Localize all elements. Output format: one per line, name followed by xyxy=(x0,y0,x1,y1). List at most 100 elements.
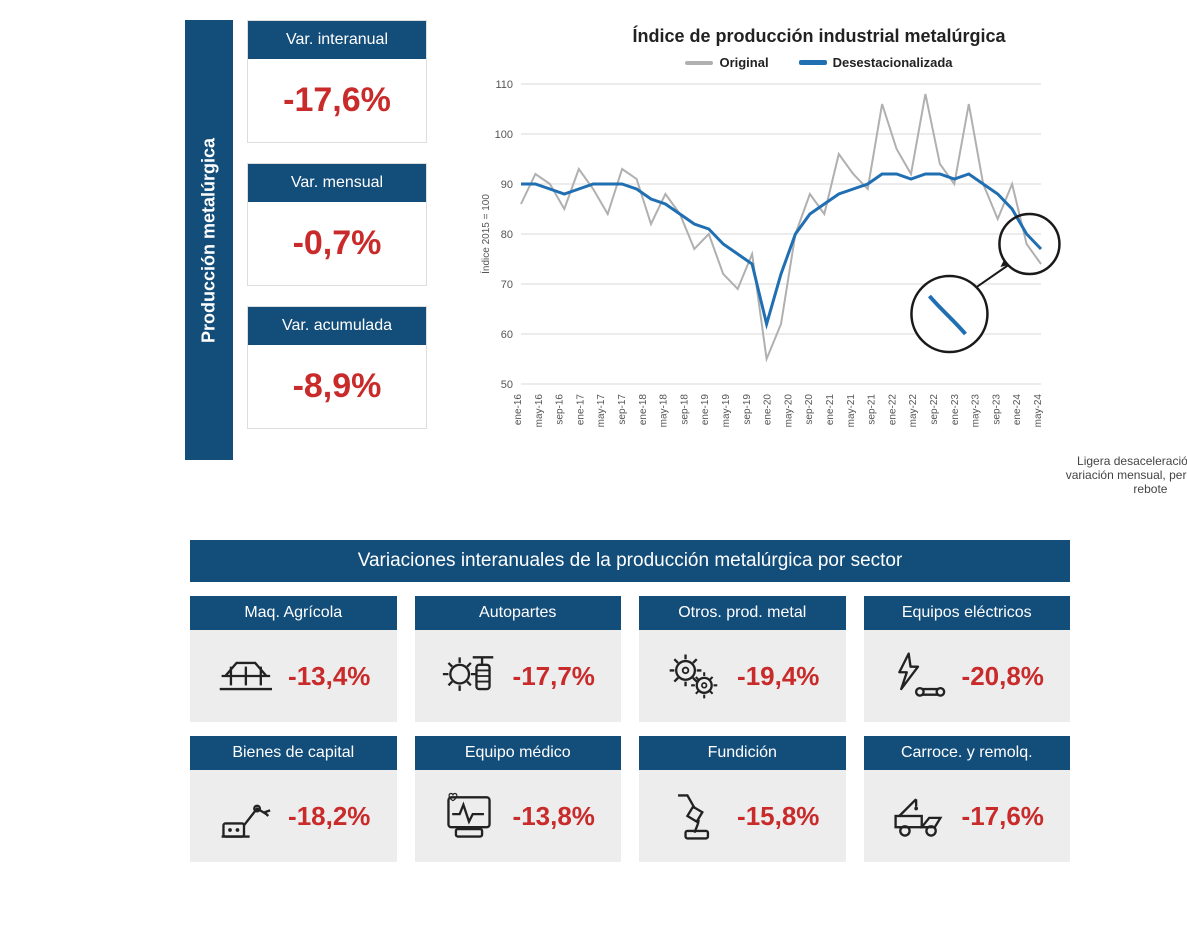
svg-text:50: 50 xyxy=(501,379,513,391)
sector-block: Variaciones interanuales de la producció… xyxy=(190,540,1070,862)
sector-label: Bienes de capital xyxy=(190,736,397,770)
sector-body: -15,8% xyxy=(639,770,846,862)
svg-text:may-20: may-20 xyxy=(783,394,794,428)
chart-zone: Índice de producción industrial metalúrg… xyxy=(441,20,1167,454)
kpi-value: -0,7% xyxy=(248,202,426,285)
legend-swatch xyxy=(685,61,713,65)
svg-text:100: 100 xyxy=(495,129,513,141)
tow-truck-icon xyxy=(890,788,946,844)
kpi-value: -17,6% xyxy=(248,59,426,142)
sector-grid-title: Variaciones interanuales de la producció… xyxy=(190,540,1070,582)
svg-text:ene-23: ene-23 xyxy=(950,394,961,426)
sector-label: Equipos eléctricos xyxy=(864,596,1071,630)
kpi-value: -8,9% xyxy=(248,345,426,428)
sector-body: -17,6% xyxy=(864,770,1071,862)
legend-swatch xyxy=(799,60,827,65)
sector-body: -19,4% xyxy=(639,630,846,722)
svg-text:90: 90 xyxy=(501,179,513,191)
top-row: Producción metalúrgica Var. interanual -… xyxy=(185,20,1167,460)
svg-text:ene-24: ene-24 xyxy=(1012,394,1023,426)
sector-card: Bienes de capital -18,2% xyxy=(190,736,397,862)
svg-text:70: 70 xyxy=(501,279,513,291)
svg-text:may-23: may-23 xyxy=(971,394,982,428)
svg-text:may-22: may-22 xyxy=(908,394,919,428)
sector-value: -17,7% xyxy=(513,661,595,692)
svg-text:sep-17: sep-17 xyxy=(617,394,628,425)
legend-label: Desestacionalizada xyxy=(833,55,953,70)
lightning-wrench-icon xyxy=(890,648,946,704)
kpi-card-acumulada: Var. acumulada -8,9% xyxy=(247,306,427,429)
sector-card: Equipos eléctricos -20,8% xyxy=(864,596,1071,722)
svg-text:sep-18: sep-18 xyxy=(679,394,690,425)
sector-label: Autopartes xyxy=(415,596,622,630)
svg-text:ene-21: ene-21 xyxy=(825,394,836,426)
sector-value: -19,4% xyxy=(737,661,819,692)
chart-title: Índice de producción industrial metalúrg… xyxy=(471,26,1167,47)
tractor-icon xyxy=(216,648,272,704)
kpi-card-interanual: Var. interanual -17,6% xyxy=(247,20,427,143)
svg-text:sep-16: sep-16 xyxy=(555,394,566,425)
svg-text:sep-19: sep-19 xyxy=(742,394,753,425)
sector-value: -18,2% xyxy=(288,801,370,832)
svg-text:80: 80 xyxy=(501,229,513,241)
kpi-card-mensual: Var. mensual -0,7% xyxy=(247,163,427,286)
sector-body: -20,8% xyxy=(864,630,1071,722)
chart-annotation-text: Ligera desaceleración en la variación me… xyxy=(1065,454,1187,496)
sector-label: Otros. prod. metal xyxy=(639,596,846,630)
svg-text:ene-20: ene-20 xyxy=(763,394,774,426)
sector-value: -13,8% xyxy=(513,801,595,832)
sector-card: Carroce. y remolq. -17,6% xyxy=(864,736,1071,862)
sector-label: Equipo médico xyxy=(415,736,622,770)
sector-card: Maq. Agrícola -13,4% xyxy=(190,596,397,722)
sector-label: Fundición xyxy=(639,736,846,770)
legend-item-original: Original xyxy=(685,55,768,70)
sector-card: Equipo médico -13,8% xyxy=(415,736,622,862)
sector-body: -13,8% xyxy=(415,770,622,862)
sector-label: Maq. Agrícola xyxy=(190,596,397,630)
robot-arm-icon xyxy=(216,788,272,844)
kpi-label: Var. acumulada xyxy=(248,307,426,345)
sector-body: -18,2% xyxy=(190,770,397,862)
legend-label: Original xyxy=(719,55,768,70)
svg-text:sep-23: sep-23 xyxy=(991,394,1002,425)
sector-body: -17,7% xyxy=(415,630,622,722)
svg-text:may-17: may-17 xyxy=(596,394,607,428)
svg-text:ene-22: ene-22 xyxy=(887,394,898,426)
chart-legend: Original Desestacionalizada xyxy=(471,55,1167,70)
svg-text:ene-16: ene-16 xyxy=(513,394,524,426)
monitor-ecg-icon xyxy=(441,788,497,844)
foundry-icon xyxy=(665,788,721,844)
sector-body: -13,4% xyxy=(190,630,397,722)
svg-text:sep-21: sep-21 xyxy=(867,394,878,425)
svg-text:may-18: may-18 xyxy=(659,394,670,428)
sidebar-label: Producción metalúrgica xyxy=(185,20,233,460)
sector-value: -20,8% xyxy=(962,661,1044,692)
svg-text:ene-18: ene-18 xyxy=(638,394,649,426)
sector-card: Autopartes -17,7% xyxy=(415,596,622,722)
svg-text:ene-17: ene-17 xyxy=(575,394,586,426)
svg-text:may-19: may-19 xyxy=(721,394,732,428)
sector-value: -17,6% xyxy=(962,801,1044,832)
gear-pump-icon xyxy=(441,648,497,704)
kpi-label: Var. interanual xyxy=(248,21,426,59)
svg-text:may-24: may-24 xyxy=(1033,394,1044,428)
sector-value: -13,4% xyxy=(288,661,370,692)
sector-grid: Maq. Agrícola -13,4% Autopartes -17,7% Otros… xyxy=(190,596,1070,862)
gears-icon xyxy=(665,648,721,704)
kpi-label: Var. mensual xyxy=(248,164,426,202)
svg-text:may-16: may-16 xyxy=(534,394,545,428)
svg-text:Índice 2015 = 100: Índice 2015 = 100 xyxy=(479,194,492,274)
svg-text:sep-20: sep-20 xyxy=(804,394,815,425)
sector-label: Carroce. y remolq. xyxy=(864,736,1071,770)
svg-text:sep-22: sep-22 xyxy=(929,394,940,425)
legend-item-desest: Desestacionalizada xyxy=(799,55,953,70)
svg-text:110: 110 xyxy=(495,79,513,91)
sector-card: Otros. prod. metal -19,4% xyxy=(639,596,846,722)
line-chart: 50 60 70 80 90 100 110 Índice 2015 = 100 ene-16 m… xyxy=(471,74,1081,454)
svg-text:may-21: may-21 xyxy=(846,394,857,428)
sector-value: -15,8% xyxy=(737,801,819,832)
svg-text:60: 60 xyxy=(501,329,513,341)
sector-card: Fundición -15,8% xyxy=(639,736,846,862)
kpi-column: Var. interanual -17,6% Var. mensual -0,7… xyxy=(247,20,427,429)
svg-text:ene-19: ene-19 xyxy=(700,394,711,426)
